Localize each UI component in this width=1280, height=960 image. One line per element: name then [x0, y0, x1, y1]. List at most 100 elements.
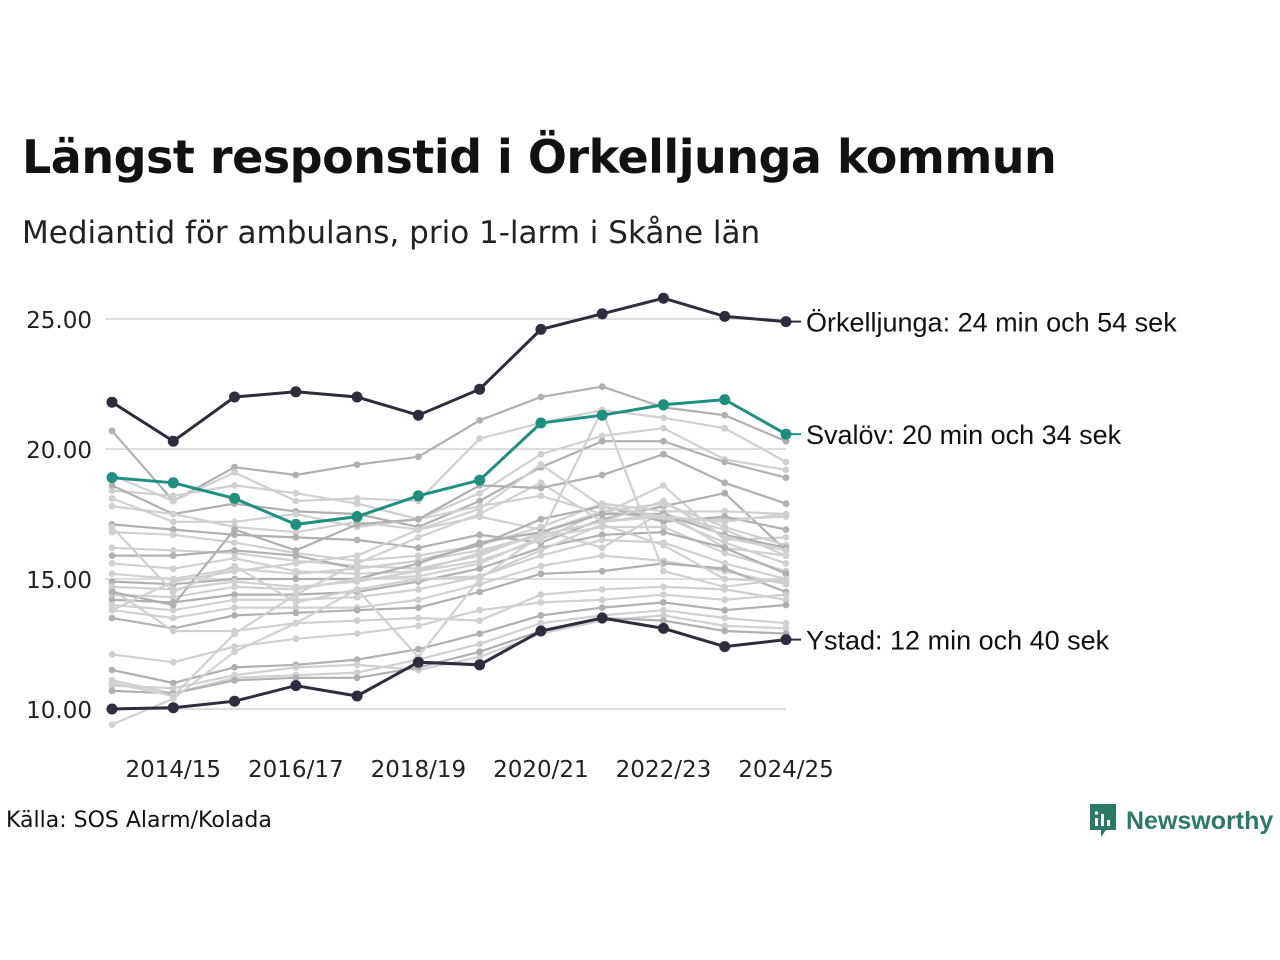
- data-point-background: [292, 560, 300, 567]
- data-point-background: [169, 684, 177, 692]
- data-point-rkelljunga: [596, 308, 608, 320]
- data-point-background: [231, 469, 238, 476]
- data-point-background: [231, 539, 238, 546]
- data-point-background: [292, 664, 300, 671]
- data-point-background: [169, 552, 177, 559]
- data-point-background: [169, 492, 177, 500]
- data-point-ystad: [106, 703, 118, 715]
- data-point-background: [231, 518, 238, 526]
- series-line-background: [111, 492, 787, 552]
- data-point-background: [231, 596, 238, 604]
- data-point-svalv: [106, 472, 118, 484]
- data-point-background: [169, 526, 177, 533]
- data-point-background: [660, 567, 667, 575]
- data-point-background: [782, 601, 790, 609]
- data-point-background: [782, 596, 790, 604]
- data-point-background: [721, 479, 729, 487]
- data-point-background: [414, 515, 422, 523]
- data-point-background: [782, 575, 790, 583]
- data-point-background: [353, 661, 361, 669]
- data-point-background: [108, 552, 116, 559]
- data-point-background: [414, 534, 422, 541]
- data-point-background: [721, 424, 729, 432]
- series-line-background: [111, 515, 787, 591]
- series-line-background: [111, 609, 787, 695]
- series-line-background: [111, 385, 787, 503]
- data-point-background: [782, 510, 790, 518]
- data-point-background: [292, 510, 300, 518]
- data-point-background: [108, 528, 116, 536]
- data-point-background: [292, 609, 300, 617]
- data-point-rkelljunga: [351, 391, 363, 403]
- data-point-background: [598, 567, 606, 575]
- data-point-background: [169, 692, 177, 700]
- data-point-ystad: [412, 656, 424, 668]
- data-point-background: [231, 604, 238, 611]
- series-line-background: [111, 523, 787, 726]
- data-point-background: [721, 614, 729, 622]
- data-point-background: [169, 679, 177, 687]
- data-point-background: [231, 526, 238, 533]
- newsworthy-logo-icon: [1090, 804, 1116, 837]
- data-point-background: [660, 583, 667, 591]
- data-point-svalv: [290, 518, 302, 530]
- data-point-background: [353, 593, 361, 601]
- data-point-background: [660, 528, 667, 536]
- data-point-background: [169, 606, 177, 614]
- data-point-background: [660, 437, 667, 445]
- data-point-background: [414, 552, 422, 559]
- data-point-background: [231, 591, 238, 598]
- data-point-background: [169, 658, 177, 666]
- series-line-background: [111, 538, 787, 612]
- data-point-rkelljunga: [106, 396, 118, 408]
- data-point-background: [353, 500, 361, 507]
- data-point-ystad: [229, 695, 241, 707]
- data-point-ystad: [719, 641, 731, 653]
- x-tick-label: 2018/19: [371, 757, 467, 783]
- data-point-background: [476, 648, 484, 656]
- data-point-background: [537, 393, 545, 401]
- data-point-background: [169, 497, 177, 505]
- data-point-background: [108, 482, 116, 489]
- data-point-background: [108, 570, 116, 578]
- data-point-background: [414, 567, 422, 575]
- brand-logo: Newsworthy: [1088, 802, 1273, 840]
- data-point-background: [537, 619, 545, 627]
- data-point-background: [660, 424, 667, 432]
- data-point-background: [476, 617, 484, 624]
- data-point-background: [537, 562, 545, 570]
- series-label-svalv: Svalöv: 20 min och 34 sek: [806, 420, 1122, 450]
- y-tick-label: 25.00: [26, 308, 92, 334]
- data-point-rkelljunga: [657, 292, 669, 304]
- data-point-background: [476, 417, 484, 424]
- data-point-background: [169, 565, 177, 572]
- data-point-background: [108, 544, 116, 552]
- data-point-background: [169, 578, 177, 585]
- data-point-background: [660, 414, 667, 422]
- series-line-background: [111, 484, 787, 542]
- data-point-background: [353, 586, 361, 593]
- data-point-background: [537, 479, 545, 487]
- data-point-background: [414, 586, 422, 593]
- data-point-background: [292, 674, 300, 682]
- data-point-background: [108, 666, 116, 674]
- data-point-background: [353, 674, 361, 682]
- data-point-background: [721, 508, 729, 515]
- data-point-background: [414, 645, 422, 653]
- data-point-background: [721, 534, 729, 541]
- data-point-background: [169, 547, 177, 554]
- data-point-background: [292, 547, 300, 554]
- series-line-ystad: [111, 616, 787, 711]
- data-point-ystad: [657, 622, 669, 634]
- data-point-background: [353, 606, 361, 614]
- data-point-background: [108, 487, 116, 494]
- data-point-background: [231, 583, 238, 591]
- series-line-background: [111, 407, 787, 659]
- data-point-background: [231, 482, 238, 489]
- x-tick-label: 2020/21: [493, 757, 589, 783]
- data-point-background: [721, 544, 729, 552]
- data-point-background: [476, 489, 484, 497]
- data-point-svalv: [351, 511, 363, 523]
- data-point-background: [108, 427, 116, 435]
- data-point-background: [782, 534, 790, 541]
